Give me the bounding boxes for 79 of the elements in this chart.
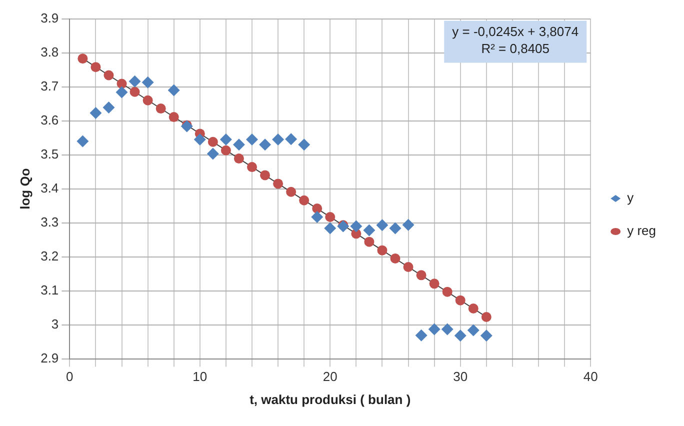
point xyxy=(377,245,388,256)
y-tick-label: 3.6 xyxy=(40,112,59,128)
point xyxy=(90,106,102,119)
point xyxy=(480,330,492,342)
point xyxy=(441,323,454,336)
y-tick-label: 2.9 xyxy=(40,350,59,366)
y-tick-label: 3.5 xyxy=(40,146,59,162)
point xyxy=(116,78,127,89)
point xyxy=(325,212,336,222)
point xyxy=(128,75,141,88)
point xyxy=(78,54,88,64)
point xyxy=(232,138,245,151)
x-tick-label: 10 xyxy=(192,369,208,384)
y-axis-title: log Qo xyxy=(17,168,32,210)
point xyxy=(246,162,257,172)
point xyxy=(116,86,128,98)
point xyxy=(442,286,452,297)
point xyxy=(90,62,101,72)
point xyxy=(403,262,414,272)
annotation: y = -0,0245x + 3,8074 xyxy=(452,24,579,39)
point xyxy=(298,138,310,151)
point xyxy=(364,236,374,247)
point xyxy=(429,278,440,289)
point xyxy=(363,224,376,236)
point xyxy=(350,220,362,232)
y-tick-label: 3.4 xyxy=(40,180,59,196)
point xyxy=(206,148,219,160)
y-tick-label: 3 xyxy=(51,316,59,332)
point xyxy=(428,323,440,336)
point xyxy=(272,134,284,146)
point xyxy=(142,76,154,88)
point xyxy=(168,112,179,122)
point xyxy=(481,312,492,322)
x-tick-label: 30 xyxy=(453,369,468,384)
point xyxy=(455,295,466,306)
point xyxy=(220,145,231,156)
point xyxy=(468,303,478,314)
x-tick-label: 20 xyxy=(322,369,338,384)
point xyxy=(76,135,89,148)
point xyxy=(376,219,388,232)
x-axis-title: t, waktu produksi ( bulan ) xyxy=(250,392,411,407)
point xyxy=(299,195,310,206)
x-tick-label: 0 xyxy=(66,369,74,384)
point xyxy=(102,102,115,114)
y-tick-label: 3.9 xyxy=(40,10,59,26)
point xyxy=(416,270,426,280)
point xyxy=(286,186,296,197)
point xyxy=(402,218,414,231)
point xyxy=(390,254,400,264)
y-tick-label: 3.2 xyxy=(40,248,59,264)
point xyxy=(104,70,114,80)
y-tick-label: 3.7 xyxy=(40,78,59,94)
point xyxy=(285,133,298,146)
legend-label: y reg xyxy=(627,223,656,238)
point xyxy=(311,211,324,224)
point xyxy=(246,134,258,146)
point xyxy=(467,324,480,336)
point xyxy=(130,86,140,97)
point xyxy=(194,134,206,146)
x-tick-label: 40 xyxy=(583,369,598,384)
point xyxy=(389,222,402,234)
point xyxy=(454,330,466,342)
point xyxy=(324,222,336,234)
annotation: R² = 0,8405 xyxy=(481,40,550,56)
y-tick-label: 3.3 xyxy=(40,214,59,230)
point xyxy=(234,154,244,164)
point xyxy=(208,136,218,147)
y-tick-label: 3.1 xyxy=(40,282,59,298)
point xyxy=(142,95,153,106)
point xyxy=(168,84,180,96)
point xyxy=(415,329,428,342)
legend-label: y xyxy=(627,190,634,206)
point xyxy=(259,138,272,151)
point xyxy=(220,134,232,146)
point xyxy=(260,170,270,180)
y-tick-label: 3.8 xyxy=(40,44,59,60)
point xyxy=(156,104,166,114)
point xyxy=(312,204,322,214)
point xyxy=(273,178,284,189)
